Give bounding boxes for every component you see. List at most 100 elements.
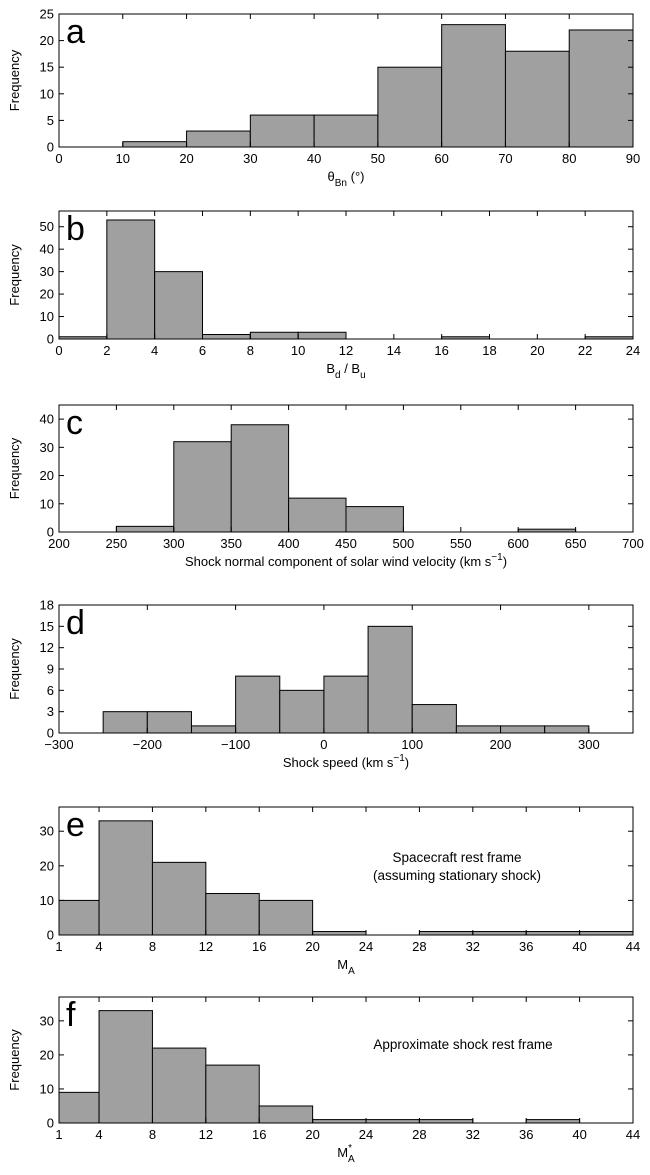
y-axis-label: Frequency — [7, 49, 22, 111]
plot-frame — [58, 806, 634, 936]
bar — [525, 931, 581, 936]
x-tick-label: 18 — [482, 343, 496, 358]
panel-d: −300 −200 −100 0 100 200 300 0 3 6 9 12 15 18 Frequenc… — [7, 598, 634, 770]
x-tick-label: 44 — [626, 1127, 640, 1142]
annotation-text: Approximate shock rest frame — [373, 1037, 552, 1052]
x-tick-label: 20 — [305, 1127, 319, 1142]
y-tick-label: 0 — [47, 332, 54, 347]
y-axis-label: Frequency — [7, 437, 22, 499]
bar — [205, 892, 260, 936]
x-tick-label: −300 — [44, 737, 73, 752]
x-axis-label-sub: A — [348, 966, 355, 977]
x-tick-label: 2 — [103, 343, 110, 358]
x-tick-label: 16 — [252, 939, 266, 954]
y-tick-label: 30 — [40, 824, 54, 839]
y-tick-label: 20 — [40, 1047, 54, 1062]
x-tick-label: 100 — [401, 737, 423, 752]
x-tick-label: 24 — [359, 1127, 373, 1142]
bar — [102, 711, 148, 734]
x-tick-label: 650 — [565, 536, 587, 551]
x-tick-label: 50 — [371, 151, 385, 166]
bar — [115, 525, 175, 533]
x-tick-label: 44 — [626, 939, 640, 954]
x-axis-label: θBn (°) — [328, 169, 365, 189]
x-tick-label: 60 — [434, 151, 448, 166]
annotation-text: (assuming stationary shock) — [373, 868, 541, 883]
x-tick-label: 300 — [578, 737, 600, 752]
bar — [151, 1047, 207, 1124]
bar — [186, 130, 251, 148]
x-tick-label: 24 — [359, 939, 373, 954]
x-tick-label: 32 — [466, 1127, 480, 1142]
bar — [258, 899, 314, 936]
x-tick-label: 20 — [179, 151, 193, 166]
x-tick-label: 450 — [335, 536, 357, 551]
bar — [418, 931, 474, 936]
y-tick-label: 20 — [40, 468, 54, 483]
x-tick-label: 1 — [55, 939, 62, 954]
x-axis-label-sup: * — [348, 1143, 352, 1154]
x-tick-label: 40 — [307, 151, 321, 166]
x-axis-label-sub: d — [335, 370, 341, 381]
x-tick-label: 10 — [291, 343, 305, 358]
y-axis-label: Frequency — [7, 1029, 22, 1091]
x-tick-label: 6 — [199, 343, 206, 358]
bar — [377, 66, 443, 148]
y-tick-label: 10 — [40, 893, 54, 908]
x-tick-label: 90 — [626, 151, 640, 166]
bar — [146, 711, 192, 734]
x-axis-label-main: M — [337, 1145, 348, 1160]
x-tick-label: 8 — [149, 939, 156, 954]
y-tick-label: 0 — [47, 140, 54, 155]
x-axis-label-sup: −1 — [491, 552, 503, 563]
x-axis-label-tail: / B — [341, 361, 361, 376]
x-tick-label: 0 — [55, 151, 62, 166]
x-tick-label: 16 — [434, 343, 448, 358]
x-tick-label: 16 — [252, 1127, 266, 1142]
y-tick-label: 0 — [47, 525, 54, 540]
x-axis-label-main: Shock speed (km s — [283, 755, 394, 770]
y-tick-label: 0 — [47, 726, 54, 741]
x-tick-label: 4 — [95, 1127, 102, 1142]
x-tick-label: 200 — [48, 536, 70, 551]
x-axis-label: Bd / Bu — [326, 361, 365, 381]
x-tick-label: 600 — [507, 536, 529, 551]
y-tick-label: 6 — [47, 683, 54, 698]
bar — [151, 861, 207, 936]
panel-f: 1 4 8 12 16 20 24 28 32 36 40 44 0 10 20 30 Frequency f M*… — [7, 996, 640, 1165]
bar — [98, 1010, 153, 1124]
y-tick-label: 40 — [40, 412, 54, 427]
y-tick-label: 3 — [47, 704, 54, 719]
x-tick-label: 12 — [199, 939, 213, 954]
y-tick-label: 30 — [40, 1013, 54, 1028]
bar — [58, 899, 100, 936]
bar — [173, 441, 232, 533]
panel-letter: f — [66, 996, 76, 1034]
x-tick-label: 4 — [151, 343, 158, 358]
bar — [455, 725, 502, 734]
y-tick-label: 15 — [40, 619, 54, 634]
x-axis-label-tail: ) — [405, 755, 409, 770]
y-tick-label: 10 — [40, 86, 54, 101]
bar — [323, 675, 369, 734]
panel-letter: e — [66, 806, 85, 844]
x-tick-label: 0 — [55, 343, 62, 358]
y-tick-label: 50 — [40, 219, 54, 234]
x-tick-label: 14 — [387, 343, 401, 358]
y-tick-label: 18 — [40, 598, 54, 613]
bar — [297, 331, 347, 340]
x-tick-label: 0 — [320, 737, 327, 752]
bar — [365, 1119, 420, 1124]
annotation-text: Spacecraft rest frame — [392, 850, 521, 865]
x-tick-label: 550 — [450, 536, 472, 551]
bar — [313, 114, 379, 148]
y-tick-label: 5 — [47, 113, 54, 128]
x-tick-label: 20 — [305, 939, 319, 954]
x-tick-label: 8 — [149, 1127, 156, 1142]
x-axis-label-sub: A — [348, 1154, 355, 1165]
panel-a: 0 10 20 30 40 50 60 70 80 90 0 5 10 15 20 25 Frequency a θ… — [7, 7, 640, 190]
plot-frame — [58, 13, 634, 148]
bar — [411, 704, 457, 734]
bar — [235, 675, 281, 734]
bar — [249, 331, 299, 340]
